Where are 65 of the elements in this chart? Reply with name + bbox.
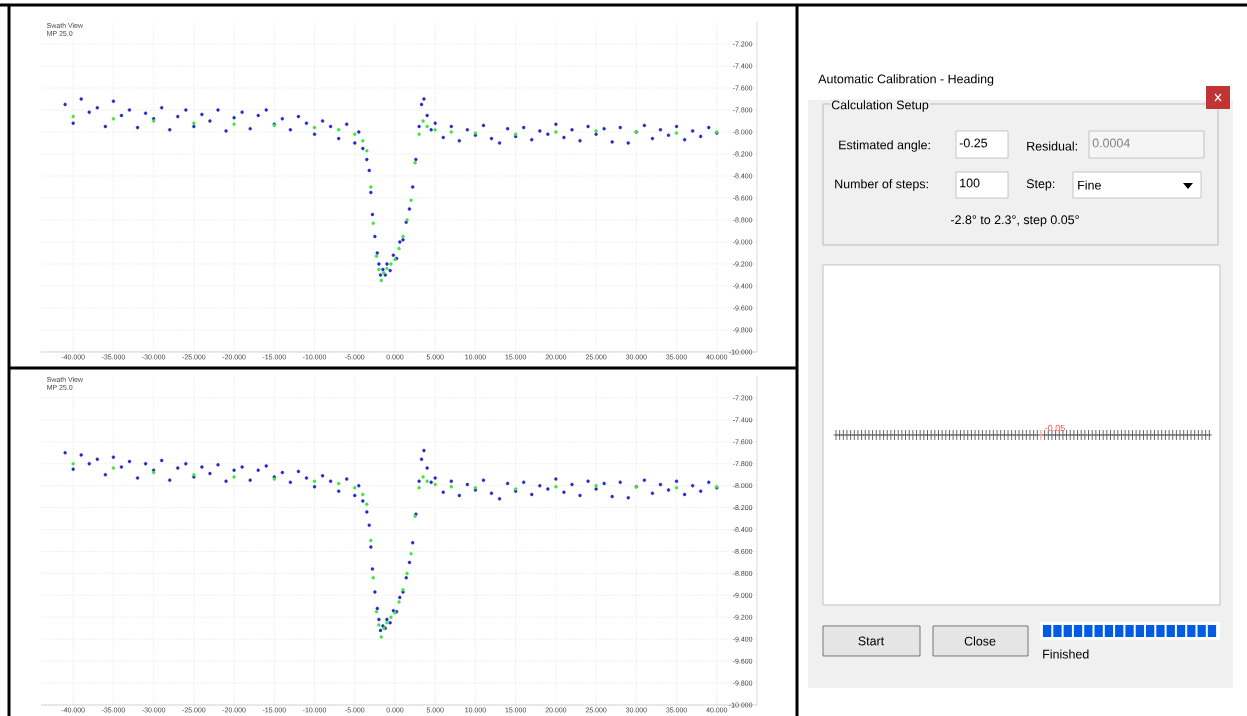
point <box>365 502 369 506</box>
point <box>433 128 437 132</box>
text: 0.0004 <box>1092 138 1130 148</box>
point <box>389 615 393 619</box>
point <box>232 475 236 479</box>
point <box>312 479 317 483</box>
text: Fine <box>1078 180 1101 190</box>
point <box>374 610 379 614</box>
point <box>379 278 384 283</box>
point <box>353 486 357 490</box>
point <box>377 623 381 627</box>
point <box>361 139 365 143</box>
point <box>449 485 453 489</box>
point <box>361 492 365 497</box>
point <box>413 161 417 165</box>
point <box>674 131 679 135</box>
point <box>433 482 437 487</box>
point <box>312 125 317 130</box>
point <box>369 185 373 189</box>
point <box>554 130 558 134</box>
point <box>554 485 558 489</box>
text: Calculation Setup <box>831 100 929 112</box>
text: Start <box>858 636 885 646</box>
point <box>365 148 369 153</box>
point <box>71 462 75 466</box>
text: Automatic Calibration - Heading <box>818 74 994 86</box>
text: Finished <box>1043 649 1089 659</box>
point <box>336 481 341 486</box>
point <box>425 479 429 483</box>
point <box>353 132 357 136</box>
point <box>389 262 393 266</box>
point <box>111 466 116 470</box>
point <box>336 128 341 132</box>
point <box>409 551 413 556</box>
point <box>377 267 381 272</box>
point <box>417 486 421 490</box>
text: -0.25 <box>959 138 988 148</box>
point <box>192 121 196 125</box>
point <box>232 122 236 126</box>
text: Estimated angle: <box>839 140 930 152</box>
text: Number of steps: <box>835 179 928 191</box>
point <box>421 475 425 479</box>
point <box>425 124 429 129</box>
point <box>417 132 421 136</box>
point <box>405 571 409 576</box>
point <box>371 221 375 225</box>
point <box>674 486 679 490</box>
point <box>401 234 405 239</box>
text: Step: <box>1026 179 1055 191</box>
text: 100 <box>960 178 980 188</box>
point <box>397 600 401 604</box>
point <box>397 246 401 251</box>
point <box>369 538 373 543</box>
point <box>449 130 453 134</box>
point <box>71 114 75 119</box>
point <box>594 483 598 488</box>
text: -2.8° to 2.3°, step 0.05° <box>950 215 1079 227</box>
point <box>379 635 384 639</box>
text: Residual: <box>1027 141 1077 151</box>
point <box>409 198 413 202</box>
text: -0.05 <box>1045 424 1065 432</box>
text: Close <box>964 636 996 646</box>
point <box>421 119 425 123</box>
point <box>111 117 116 121</box>
point <box>371 576 375 580</box>
